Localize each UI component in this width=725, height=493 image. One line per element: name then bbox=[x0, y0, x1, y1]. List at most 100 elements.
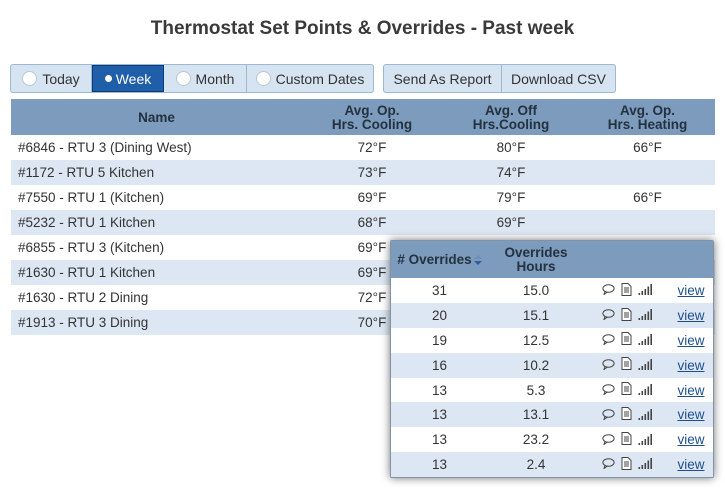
overrides-hours-cell: 23.2 bbox=[488, 427, 584, 453]
sort-desc-icon[interactable] bbox=[473, 254, 482, 265]
row-actions-cell bbox=[584, 452, 669, 477]
signal-bars-icon[interactable] bbox=[638, 408, 652, 423]
document-icon[interactable] bbox=[621, 407, 632, 423]
overrides-header-label: # Overrides bbox=[397, 251, 472, 267]
comment-icon[interactable] bbox=[601, 383, 615, 398]
off-column-header[interactable]: Avg. Off Hrs.Cooling bbox=[442, 99, 580, 135]
range-custom-button[interactable]: Custom Dates bbox=[247, 65, 373, 92]
range-week-button[interactable]: Week bbox=[92, 65, 164, 92]
signal-bars-icon[interactable] bbox=[638, 283, 652, 298]
table-row[interactable]: 31 15.0 view bbox=[391, 278, 713, 303]
row-actions-cell bbox=[584, 402, 669, 428]
cooling-column-header[interactable]: Avg. Op. Hrs. Cooling bbox=[302, 99, 442, 135]
table-row[interactable]: 16 10.2 view bbox=[391, 352, 713, 378]
overrides-count-cell: 19 bbox=[391, 327, 488, 353]
row-actions-cell bbox=[584, 377, 669, 403]
avg-cooling-cell: 68°F bbox=[302, 210, 442, 235]
view-link[interactable]: view bbox=[677, 457, 705, 473]
table-header-row: Name Avg. Op. Hrs. Cooling Avg. Off Hrs.… bbox=[11, 99, 715, 135]
signal-bars-icon[interactable] bbox=[638, 333, 652, 348]
document-icon[interactable] bbox=[621, 332, 632, 348]
signal-bars-icon[interactable] bbox=[638, 383, 652, 398]
avg-cooling-cell: 72°F bbox=[302, 135, 442, 160]
comment-icon[interactable] bbox=[601, 308, 615, 323]
avg-heating-cell bbox=[580, 160, 715, 185]
table-row[interactable]: 19 12.5 view bbox=[391, 327, 713, 353]
comment-icon[interactable] bbox=[601, 333, 615, 348]
unit-name-cell: #6855 - RTU 3 (Kitchen) bbox=[11, 235, 302, 260]
view-link[interactable]: view bbox=[677, 407, 705, 423]
signal-bars-icon[interactable] bbox=[638, 433, 652, 448]
table-row[interactable]: #1172 - RTU 5 Kitchen 73°F 74°F bbox=[11, 160, 715, 185]
signal-bars-icon[interactable] bbox=[638, 308, 652, 323]
avg-heating-cell bbox=[580, 210, 715, 235]
view-cell: view bbox=[669, 302, 713, 328]
view-cell: view bbox=[669, 427, 713, 453]
overrides-count-cell: 16 bbox=[391, 352, 488, 378]
view-link[interactable]: view bbox=[677, 282, 705, 298]
page-title: Thermostat Set Points & Overrides - Past… bbox=[150, 18, 575, 39]
table-row[interactable]: 13 23.2 view bbox=[391, 427, 713, 453]
row-actions-cell bbox=[584, 327, 669, 353]
document-icon[interactable] bbox=[621, 456, 632, 473]
range-custom-label: Custom Dates bbox=[275, 70, 365, 87]
comment-icon[interactable] bbox=[601, 358, 615, 373]
comment-icon[interactable] bbox=[601, 457, 615, 472]
view-cell: view bbox=[669, 278, 713, 303]
avg-off-cell: 69°F bbox=[442, 210, 580, 235]
table-row[interactable]: 13 13.1 view bbox=[391, 402, 713, 428]
table-row[interactable]: 13 5.3 view bbox=[391, 377, 713, 403]
view-link[interactable]: view bbox=[677, 382, 705, 398]
row-actions-cell bbox=[584, 302, 669, 328]
overrides-count-cell: 20 bbox=[391, 302, 488, 328]
signal-bars-icon[interactable] bbox=[638, 457, 652, 472]
signal-bars-icon[interactable] bbox=[638, 358, 652, 373]
view-link[interactable]: view bbox=[677, 332, 705, 348]
off-header-line2: Hrs.Cooling bbox=[472, 117, 550, 132]
row-actions-cell bbox=[584, 278, 669, 303]
overrides-count-cell: 31 bbox=[391, 278, 488, 303]
document-icon[interactable] bbox=[621, 307, 632, 324]
avg-off-cell: 79°F bbox=[442, 185, 580, 210]
overrides-column-header[interactable]: # Overrides bbox=[391, 241, 488, 278]
comment-icon[interactable] bbox=[601, 283, 615, 298]
overrides-count-cell: 13 bbox=[391, 402, 488, 428]
download-csv-button[interactable]: Download CSV bbox=[511, 70, 606, 87]
unit-name-cell: #6846 - RTU 3 (Dining West) bbox=[11, 135, 302, 160]
off-header-line1: Avg. Off bbox=[485, 103, 537, 118]
range-month-button[interactable]: Month bbox=[164, 65, 247, 92]
document-icon[interactable] bbox=[621, 382, 632, 398]
view-cell: view bbox=[669, 402, 713, 428]
document-icon[interactable] bbox=[621, 357, 632, 373]
table-row[interactable]: #7550 - RTU 1 (Kitchen) 69°F 79°F 66°F bbox=[11, 185, 715, 210]
hours-header-line2: Hours bbox=[516, 258, 556, 274]
unit-name-cell: #1172 - RTU 5 Kitchen bbox=[11, 160, 302, 185]
view-column-header bbox=[669, 241, 713, 278]
view-link[interactable]: view bbox=[677, 307, 705, 323]
name-column-header[interactable]: Name bbox=[11, 99, 302, 135]
send-report-button[interactable]: Send As Report bbox=[384, 65, 502, 92]
hours-column-header[interactable]: Overrides Hours bbox=[488, 241, 584, 278]
view-link[interactable]: view bbox=[677, 357, 705, 373]
overrides-hours-cell: 5.3 bbox=[488, 377, 584, 403]
avg-off-cell: 74°F bbox=[442, 160, 580, 185]
view-link[interactable]: view bbox=[677, 432, 705, 448]
action-buttons: Send As Report Download CSV bbox=[383, 64, 616, 93]
heating-column-header[interactable]: Avg. Op. Hrs. Heating bbox=[580, 99, 715, 135]
table-row[interactable]: #6855 - RTU 3 (Kitchen) 69°F bbox=[11, 235, 715, 260]
cooling-header-line2: Hrs. Cooling bbox=[331, 117, 413, 132]
overrides-count-cell: 13 bbox=[391, 452, 488, 477]
table-row[interactable]: 13 2.4 view bbox=[391, 452, 713, 477]
table-row[interactable]: #6846 - RTU 3 (Dining West) 72°F 80°F 66°F bbox=[11, 135, 715, 160]
table-row[interactable]: 20 15.1 view bbox=[391, 302, 713, 328]
range-today-button[interactable]: Today bbox=[11, 65, 92, 92]
comment-icon[interactable] bbox=[601, 433, 615, 448]
avg-cooling-cell: 73°F bbox=[302, 160, 442, 185]
unit-name-cell: #1630 - RTU 2 Dining bbox=[11, 285, 302, 310]
comment-icon[interactable] bbox=[601, 408, 615, 423]
table-row[interactable]: #5232 - RTU 1 Kitchen 68°F 69°F bbox=[11, 210, 715, 235]
overrides-hours-cell: 10.2 bbox=[488, 352, 584, 378]
date-range-selector: Today Week Month Custom Dates bbox=[10, 64, 374, 93]
document-icon[interactable] bbox=[621, 432, 632, 448]
document-icon[interactable] bbox=[621, 282, 632, 299]
